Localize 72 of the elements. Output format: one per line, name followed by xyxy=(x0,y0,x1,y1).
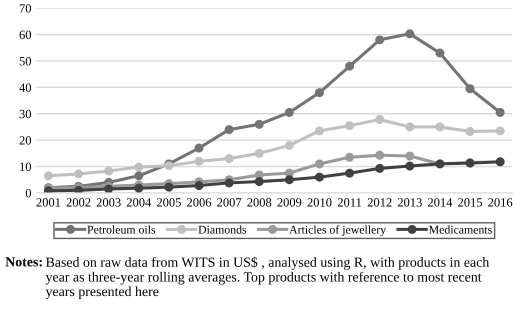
y-tick-label: 60 xyxy=(20,30,32,40)
x-tick-label: 2007 xyxy=(217,198,242,207)
point xyxy=(314,126,324,136)
x-tick-label: 2012 xyxy=(368,198,392,207)
point xyxy=(254,148,264,158)
point xyxy=(345,152,354,162)
x-tick-label: 2015 xyxy=(458,198,482,207)
point xyxy=(194,156,204,166)
point xyxy=(435,122,444,132)
point xyxy=(314,88,324,98)
point xyxy=(345,62,354,71)
x-tick-label: 2013 xyxy=(398,198,422,207)
point xyxy=(314,172,324,182)
point xyxy=(345,121,354,130)
y-tick-label: 0 xyxy=(26,188,32,198)
point xyxy=(164,182,174,192)
text: Notes: Based on raw data from WITS in US$ , analysed using R, with products in each year as three-year rolling averages. Top products with reference to most recent years presented here xyxy=(5,256,490,300)
x-tick-label: 2005 xyxy=(156,198,181,207)
point xyxy=(496,108,505,117)
point xyxy=(284,140,294,150)
point xyxy=(224,178,234,188)
point xyxy=(375,150,384,160)
legend-label: Diamonds xyxy=(198,225,246,234)
point xyxy=(405,151,414,160)
legend-label: Articles of jewellery xyxy=(289,225,386,236)
x-tick-label: 2016 xyxy=(488,198,512,207)
point xyxy=(134,184,144,193)
y-tick-label: 50 xyxy=(20,56,32,66)
point xyxy=(345,168,354,178)
x-tick-label: 2011 xyxy=(338,198,362,207)
point xyxy=(104,184,114,193)
point xyxy=(104,166,114,176)
x-tick-label: 2009 xyxy=(277,198,302,207)
point xyxy=(405,29,414,38)
x-tick-label: 2008 xyxy=(247,198,272,207)
x-tick-label: 2004 xyxy=(126,198,152,207)
y-tick-label: 20 xyxy=(20,136,32,145)
point xyxy=(254,120,264,129)
point xyxy=(224,125,234,134)
x-tick-label: 2014 xyxy=(428,198,452,207)
point xyxy=(284,175,294,184)
point xyxy=(466,84,475,94)
y-tick-label: 70 xyxy=(20,4,32,13)
y-tick-label: 40 xyxy=(19,83,32,92)
x-tick-label: 2010 xyxy=(308,198,332,207)
x-tick-label: 2002 xyxy=(66,198,90,207)
point xyxy=(134,171,144,180)
x-tick-label: 2003 xyxy=(96,198,121,207)
point xyxy=(284,108,294,117)
y-tick-label: 30 xyxy=(20,110,32,118)
point xyxy=(466,126,475,136)
point xyxy=(496,126,505,136)
point xyxy=(44,171,53,180)
x-tick-label: 2001 xyxy=(36,198,60,207)
point xyxy=(314,159,324,168)
point xyxy=(375,164,384,173)
legend-label: Petroleum oils xyxy=(87,225,156,234)
point xyxy=(134,162,144,172)
point xyxy=(224,154,234,164)
y-tick-label: 10 xyxy=(20,162,32,171)
point xyxy=(375,115,384,124)
point xyxy=(435,48,444,58)
point xyxy=(375,35,384,44)
point xyxy=(74,186,84,193)
point xyxy=(254,177,264,186)
point xyxy=(405,161,414,171)
point xyxy=(74,169,84,178)
legend-label: Medicaments xyxy=(428,225,492,234)
x-tick-label: 2006 xyxy=(187,198,212,207)
point xyxy=(194,144,204,153)
point xyxy=(194,181,204,190)
point xyxy=(405,122,414,132)
